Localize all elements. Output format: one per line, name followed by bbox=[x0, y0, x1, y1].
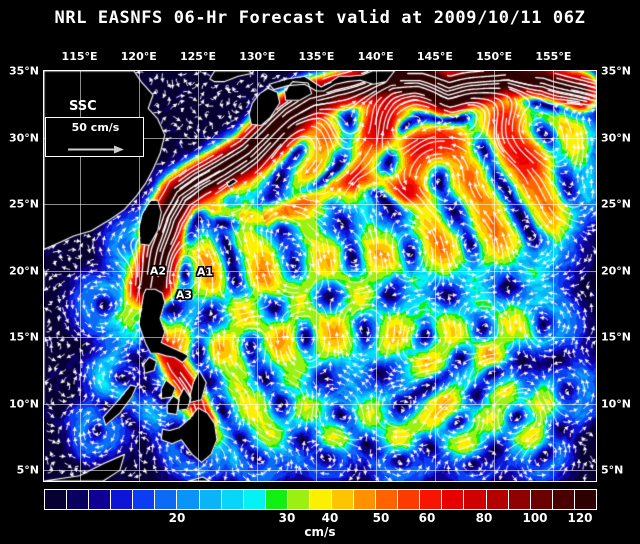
latitude-tick-label-right: 25°N bbox=[601, 197, 632, 211]
gridline-meridian bbox=[553, 71, 554, 481]
colorbar-tick-label: 80 bbox=[475, 511, 493, 525]
gridline-meridian bbox=[316, 71, 317, 481]
colorbar-cell bbox=[508, 490, 531, 509]
eddy-label: A2 bbox=[149, 264, 167, 278]
colorbar-tick-label: 100 bbox=[522, 511, 548, 525]
longitude-tick-label: 120°E bbox=[120, 50, 157, 63]
colorbar-cell bbox=[265, 490, 288, 509]
latitude-tick-label-right: 30°N bbox=[601, 131, 632, 145]
colorbar-cell bbox=[243, 490, 266, 509]
colorbar-cell bbox=[574, 490, 596, 509]
colorbar-tick-label: 30 bbox=[278, 511, 296, 525]
colorbar-cell bbox=[420, 490, 443, 509]
colorbar-cell bbox=[398, 490, 421, 509]
colorbar-cell bbox=[67, 490, 90, 509]
colorbar-cell bbox=[309, 490, 333, 509]
gridline-meridian bbox=[198, 71, 199, 481]
latitude-tick-label-right: 5°N bbox=[601, 463, 624, 477]
colorbar-cell bbox=[354, 490, 377, 509]
latitude-tick-label-left: 15°N bbox=[8, 330, 39, 344]
longitude-tick-label: 135°E bbox=[298, 50, 335, 63]
right-arrow-icon bbox=[68, 145, 124, 154]
colorbar-cell bbox=[133, 490, 156, 509]
latitude-tick-label-left: 5°N bbox=[16, 463, 39, 477]
latitude-tick-label-right: 15°N bbox=[601, 330, 632, 344]
colorbar-cell bbox=[177, 490, 200, 509]
vector-scale-label: 50 cm/s bbox=[71, 121, 120, 134]
longitude-tick-label: 130°E bbox=[239, 50, 276, 63]
colorbar-tick-label: 40 bbox=[321, 511, 339, 525]
colorbar-cell bbox=[111, 490, 134, 509]
colorbar-cell bbox=[552, 490, 575, 509]
gridline-meridian bbox=[435, 71, 436, 481]
colorbar-cell bbox=[486, 490, 509, 509]
longitude-tick-label: 140°E bbox=[357, 50, 394, 63]
latitude-tick-label-right: 20°N bbox=[601, 264, 632, 278]
longitude-tick-label: 155°E bbox=[535, 50, 572, 63]
ssc-legend-label: SSC bbox=[69, 99, 97, 114]
colorbar-cell bbox=[45, 490, 68, 509]
page-title: NRL EASNFS 06-Hr Forecast valid at 2009/… bbox=[54, 8, 586, 28]
colorbar-cell bbox=[376, 490, 399, 509]
colorbar-tick-label: 20 bbox=[168, 511, 186, 525]
latitude-tick-label-left: 25°N bbox=[8, 197, 39, 211]
colorbar-cell bbox=[287, 490, 310, 509]
gridline-meridian bbox=[257, 71, 258, 481]
latitude-tick-label-left: 30°N bbox=[8, 131, 39, 145]
longitude-axis-top: 115°E 120°E 125°E 130°E 135°E 140°E 145°E 150°E… bbox=[0, 50, 640, 64]
gridline-parallel bbox=[44, 138, 596, 139]
gridline-meridian bbox=[80, 71, 81, 481]
eddy-label: A3 bbox=[175, 288, 193, 302]
gridline-meridian bbox=[139, 71, 140, 481]
latitude-tick-label-left: 20°N bbox=[8, 264, 39, 278]
gridline-meridian bbox=[494, 71, 495, 481]
longitude-tick-label: 125°E bbox=[179, 50, 216, 63]
colorbar-cell bbox=[155, 490, 178, 509]
vector-scale-box: 50 cm/s bbox=[45, 117, 144, 157]
eddy-label: A1 bbox=[196, 265, 214, 279]
longitude-tick-label: 150°E bbox=[476, 50, 513, 63]
latitude-tick-label-right: 10°N bbox=[601, 397, 632, 411]
gridline-meridian bbox=[376, 71, 377, 481]
colorbar-cell bbox=[332, 490, 355, 509]
colorbar-cell bbox=[530, 490, 553, 509]
gridline-parallel bbox=[44, 337, 596, 338]
gridline-parallel bbox=[44, 204, 596, 205]
gridline-parallel bbox=[44, 470, 596, 471]
longitude-tick-label: 115°E bbox=[61, 50, 98, 63]
colorbar-cell bbox=[442, 490, 465, 509]
latitude-tick-label-right: 35°N bbox=[601, 64, 632, 78]
latitude-tick-label-left: 10°N bbox=[8, 397, 39, 411]
colorbar-cell bbox=[464, 490, 487, 509]
gridline-parallel bbox=[44, 271, 596, 272]
colorbar-tick-label: 60 bbox=[418, 511, 436, 525]
gridline-parallel bbox=[44, 404, 596, 405]
colorbar-cell bbox=[199, 490, 222, 509]
colorbar[interactable] bbox=[44, 489, 597, 510]
colorbar-units: cm/s bbox=[304, 525, 336, 539]
colorbar-cell bbox=[221, 490, 244, 509]
latitude-tick-label-left: 35°N bbox=[8, 64, 39, 78]
colorbar-cell bbox=[89, 490, 112, 509]
longitude-tick-label: 145°E bbox=[416, 50, 453, 63]
colorbar-tick-label: 50 bbox=[372, 511, 390, 525]
colorbar-tick-label: 120 bbox=[567, 511, 593, 525]
